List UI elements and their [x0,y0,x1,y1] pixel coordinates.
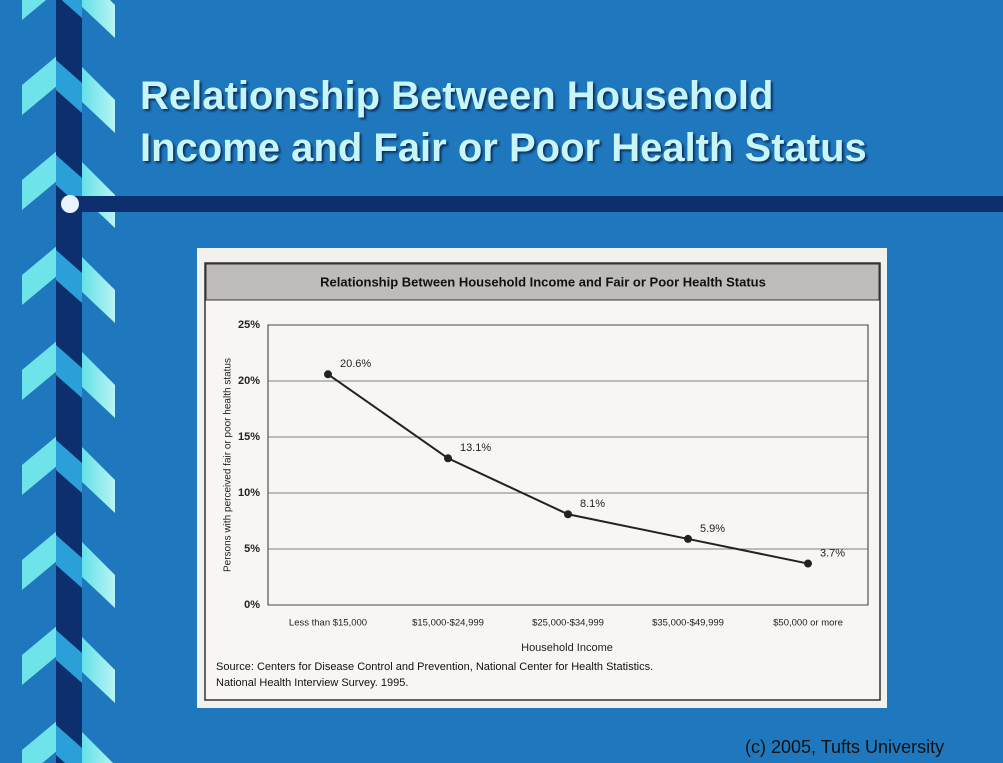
ribbon-stripe [80,540,115,608]
x-tick-label: $15,000-$24,999 [412,618,484,629]
chart-frame [204,262,881,701]
ribbon-stripe [22,150,58,210]
ribbon-stripe [80,730,113,763]
ribbon-stripe [80,445,115,513]
y-tick-label: 25% [238,319,260,331]
ribbon-stripe [22,340,58,400]
ribbon-stripe [61,0,82,18]
x-axis-label: Household Income [521,642,613,654]
y-tick-label: 5% [244,543,260,555]
divider-bar [62,196,1003,212]
ribbon-stripe [22,245,58,305]
x-tick-label: Less than $15,000 [289,618,367,629]
ribbon-stripe [22,435,58,495]
slide-title: Relationship Between Household Income and… [140,74,867,170]
y-axis-label: Persons with perceived fair or poor heal… [223,358,234,572]
y-tick-label: 15% [238,431,260,443]
ribbon-stripe [56,535,82,588]
ribbon-stripe [56,60,82,113]
data-label: 3.7% [820,547,845,559]
ribbon-stripe [56,250,82,303]
data-point [684,534,692,543]
ribbon-stripe [80,635,115,703]
ribbon-stripe [56,725,82,763]
x-tick-label: $35,000-$49,999 [652,618,724,629]
data-label: 13.1% [460,442,491,454]
ribbon-stripe [56,155,82,208]
data-label: 20.6% [340,358,371,370]
ribbon-stripe [22,625,58,685]
y-tick-label: 0% [244,599,260,611]
ribbon-stripe [22,530,58,590]
ribbon-stripe [56,345,82,398]
ribbon-decoration [22,0,115,763]
ribbon-stripe [80,65,115,133]
data-point [804,559,812,568]
chart-title-bar [205,263,880,301]
ribbon-stripe [80,0,115,38]
x-tick-label: $25,000-$34,999 [532,618,604,629]
divider-knob [61,195,79,213]
ribbon-stripe [22,0,46,20]
copyright: (c) 2005, Tufts University [745,737,944,757]
y-tick-label: 20% [238,375,260,387]
data-label: 5.9% [700,523,725,535]
data-point [564,510,572,519]
ribbon-stripe [80,350,115,418]
data-point [444,454,452,463]
y-tick-label: 10% [238,487,260,499]
source-note: Source: Centers for Disease Control and … [216,661,653,673]
ribbon-stripe [56,630,82,683]
ribbon-stripe [56,440,82,493]
ribbon-stripe [22,55,58,115]
data-label: 8.1% [580,498,605,510]
ribbon-stripe [22,720,58,763]
ribbon-stripe [80,255,115,323]
chart-title: Relationship Between Household Income an… [320,274,766,289]
x-tick-label: $50,000 or more [773,618,843,629]
data-point [324,370,332,379]
source-note: National Health Interview Survey. 1995. [216,677,408,689]
